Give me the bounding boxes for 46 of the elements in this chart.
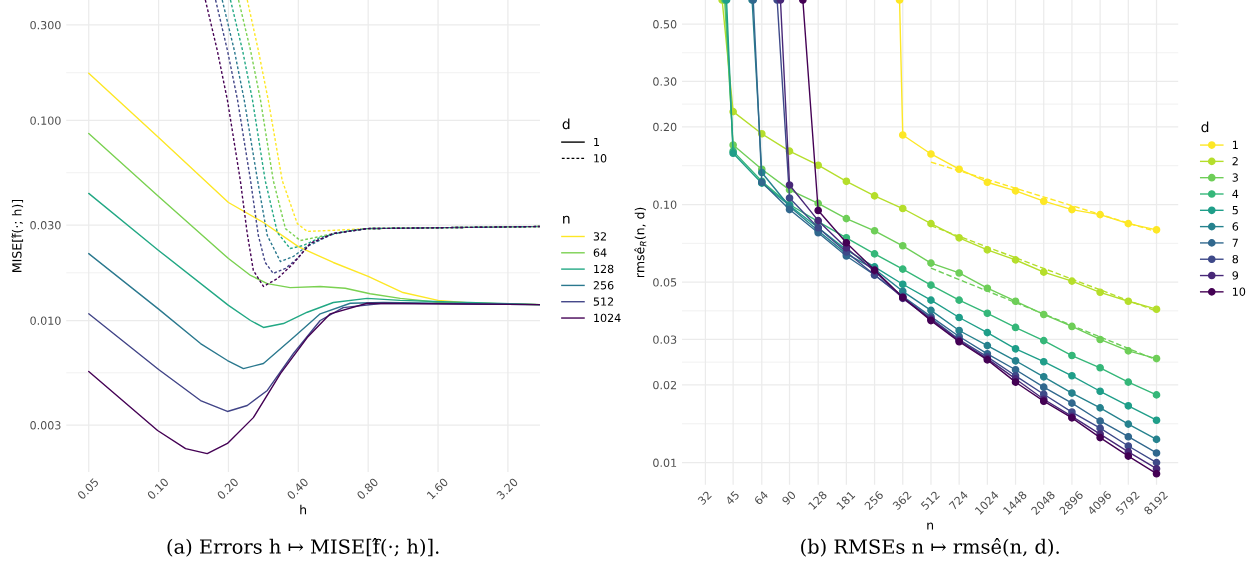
x-tick-label: 181: [836, 490, 856, 510]
legend-title: n: [563, 215, 570, 224]
legend-label: 6: [1232, 222, 1239, 231]
text: 1: [594, 137, 599, 146]
x-tick-label: 45: [724, 490, 740, 506]
legend-label: 10: [1232, 287, 1246, 296]
y-tick-label: 0.02: [653, 380, 677, 390]
legend-label: 4: [1232, 189, 1239, 198]
legend-label: 3: [1232, 173, 1238, 182]
x-tick-label: 32: [697, 490, 712, 506]
legend-label: 8: [1232, 254, 1239, 264]
y-tick-label: 0.010: [30, 316, 61, 325]
legend-label: 9: [1232, 271, 1239, 280]
y-tick-label: 0.100: [30, 116, 61, 125]
legend-label: 2: [1232, 157, 1238, 166]
x-tick-label: 64: [753, 490, 769, 506]
legend-label: 5: [1232, 206, 1238, 215]
legend-label: 64: [593, 248, 607, 257]
legend-label: 1: [1232, 140, 1238, 149]
text: (b) RMSEs n ↦ rmsê(n, d).: [801, 538, 1059, 557]
y-tick-label: 0.30: [653, 77, 677, 86]
x-axis-title: h: [300, 504, 307, 515]
text: 10: [594, 154, 607, 163]
y-tick-label: 0.50: [653, 20, 677, 29]
legend-label: 512: [593, 297, 614, 306]
legend-label: 7: [1232, 238, 1238, 247]
y-tick-label: 0.030: [30, 221, 61, 230]
legend-label: 1024: [594, 313, 621, 323]
x-tick-label: 724: [948, 490, 969, 511]
legend-label: 128: [594, 264, 614, 274]
y-tick-label: 0.01: [653, 458, 677, 467]
y-tick-label: 0.300: [30, 20, 61, 30]
legend-title: d: [1201, 121, 1209, 133]
y-tick-label: 0.05: [653, 278, 677, 287]
legend-label: 256: [593, 281, 614, 290]
y-tick-label: 0.20: [653, 122, 677, 132]
x-tick-label: 90: [781, 490, 797, 506]
text: d: [562, 118, 570, 130]
y-tick-label: 0.003: [30, 421, 61, 430]
y-axis-title: rmsê$_{R}$(n, d): [634, 207, 647, 278]
y-tick-label: 0.03: [653, 335, 677, 344]
legend-label: 32: [593, 232, 606, 241]
y-axis-title: MISE[f̂(·; h)]: [11, 199, 24, 272]
y-tick-label: 0.10: [653, 200, 677, 209]
text: (a) Errors h ↦ MISE[f̂(·; h)].: [167, 538, 439, 557]
x-axis-title: n: [927, 522, 934, 530]
